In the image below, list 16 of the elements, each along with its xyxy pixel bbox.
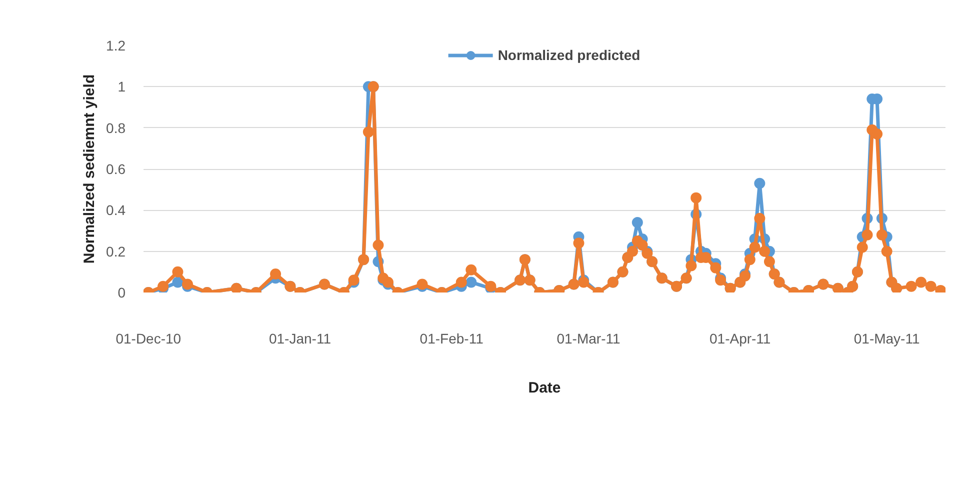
y-tick-label: 0.2 — [106, 243, 126, 260]
y-tick-label: 0.4 — [106, 202, 126, 218]
y-tick-label: 1 — [118, 78, 126, 95]
x-tick-label: 01-Feb-11 — [420, 330, 484, 346]
y-tick-label: 0.8 — [106, 120, 126, 136]
y-tick-label: 0 — [118, 284, 126, 300]
y-tick-label: 1.2 — [106, 38, 126, 54]
x-axis-title: Date — [528, 380, 561, 396]
y-axis-title: Normalized sediemnt yield — [81, 74, 98, 264]
x-tick-label: 01-Apr-11 — [710, 330, 771, 346]
x-tick-label: 01-Mar-11 — [556, 330, 620, 346]
legend-label: Normalized predicted — [498, 47, 640, 63]
y-tick-label: 0.6 — [106, 161, 126, 177]
x-tick-label: 01-May-11 — [854, 330, 920, 346]
x-tick-label: 01-Jan-11 — [268, 330, 332, 346]
x-tick-label: 01-Dec-10 — [116, 330, 182, 346]
